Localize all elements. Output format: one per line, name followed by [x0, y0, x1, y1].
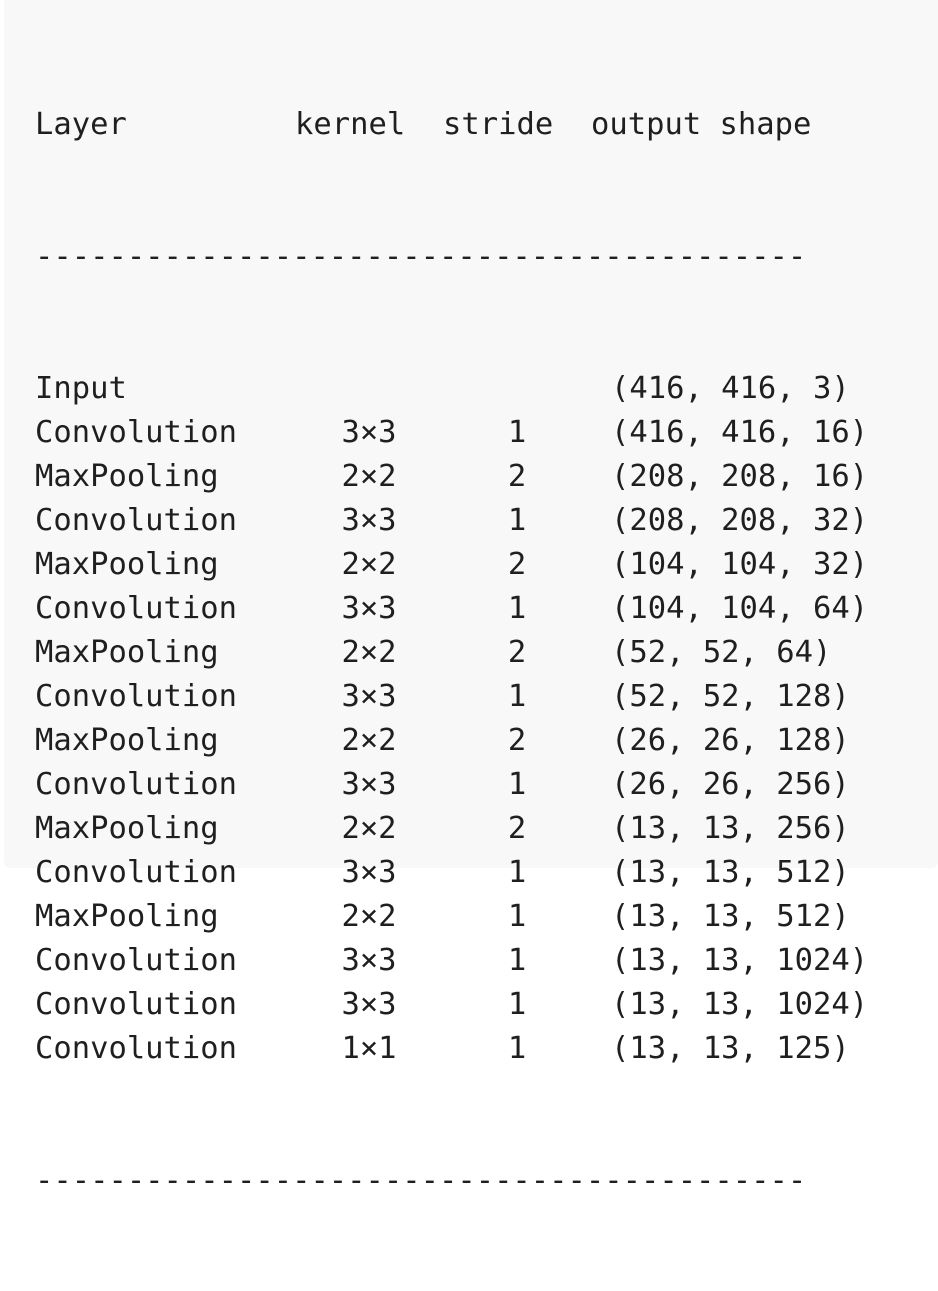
row-output-shape: (208, 208, 16): [611, 459, 869, 494]
row-kernel: 2×2: [341, 723, 397, 758]
row-output-shape: (26, 26, 256): [611, 767, 850, 802]
row-stride: 1: [507, 591, 527, 626]
row-stride: 1: [507, 767, 527, 802]
layer-table: Layer kernel stride output shape ----------…: [35, 15, 868, 1291]
top-divider: ----------------------------------------…: [35, 239, 807, 274]
table-row: Convolution 3×3 1 (104, 104, 64): [35, 587, 868, 631]
table-row: Convolution 3×3 1 (13, 13, 1024): [35, 983, 868, 1027]
row-kernel: 2×2: [341, 899, 397, 934]
row-stride: 1: [507, 943, 527, 978]
bottom-divider: ----------------------------------------…: [35, 1163, 807, 1198]
row-kernel: 1×1: [341, 1031, 397, 1066]
row-output-shape: (52, 52, 64): [611, 635, 832, 670]
row-layer: MaxPooling: [35, 899, 219, 934]
row-layer: Convolution: [35, 987, 237, 1022]
row-kernel: 3×3: [341, 591, 397, 626]
row-stride: 1: [507, 1031, 527, 1066]
header-stride: stride: [443, 107, 554, 142]
table-row: MaxPooling 2×2 2 (13, 13, 256): [35, 807, 868, 851]
table-row: Convolution 3×3 1 (26, 26, 256): [35, 763, 868, 807]
header-kernel: kernel: [295, 107, 406, 142]
header-layer: Layer: [35, 107, 127, 142]
table-row: MaxPooling 2×2 2 (52, 52, 64): [35, 631, 868, 675]
row-layer: Convolution: [35, 1031, 237, 1066]
row-kernel: 2×2: [341, 811, 397, 846]
row-stride: 1: [507, 679, 527, 714]
row-layer: MaxPooling: [35, 635, 219, 670]
row-layer: MaxPooling: [35, 811, 219, 846]
row-output-shape: (13, 13, 512): [611, 855, 850, 890]
row-kernel: 3×3: [341, 855, 397, 890]
row-layer: Convolution: [35, 591, 237, 626]
table-row: Convolution 3×3 1 (13, 13, 1024): [35, 939, 868, 983]
table-row: MaxPooling 2×2 1 (13, 13, 512): [35, 895, 868, 939]
table-row: MaxPooling 2×2 2 (26, 26, 128): [35, 719, 868, 763]
table-body: Input (416, 416, 3) Convolution 3×3 1 (416, 4…: [35, 367, 868, 1071]
row-stride: 2: [507, 635, 527, 670]
row-kernel: 3×3: [341, 767, 397, 802]
table-row: Convolution 3×3 1 (208, 208, 32): [35, 499, 868, 543]
row-layer: Convolution: [35, 679, 237, 714]
row-kernel: 3×3: [341, 503, 397, 538]
row-output-shape: (52, 52, 128): [611, 679, 850, 714]
row-output-shape: (104, 104, 32): [611, 547, 869, 582]
row-stride: 1: [507, 899, 527, 934]
row-output-shape: (13, 13, 512): [611, 899, 850, 934]
code-block: Layer kernel stride output shape ----------…: [4, 0, 938, 1198]
row-kernel: 2×2: [341, 547, 397, 582]
table-row: MaxPooling 2×2 2 (104, 104, 32): [35, 543, 868, 587]
row-stride: 2: [507, 811, 527, 846]
row-stride: 2: [507, 547, 527, 582]
row-kernel: 3×3: [341, 943, 397, 978]
row-output-shape: (26, 26, 128): [611, 723, 850, 758]
row-stride: 1: [507, 855, 527, 890]
row-layer: MaxPooling: [35, 547, 219, 582]
table-row: Convolution 1×1 1 (13, 13, 125): [35, 1027, 868, 1071]
row-kernel: 3×3: [341, 415, 397, 450]
table-header: Layer kernel stride output shape: [35, 103, 868, 147]
row-kernel: 2×2: [341, 459, 397, 494]
row-output-shape: (208, 208, 32): [611, 503, 869, 538]
row-stride: 1: [507, 415, 527, 450]
row-layer: Input: [35, 371, 127, 406]
row-output-shape: (13, 13, 1024): [611, 943, 869, 978]
row-stride: 2: [507, 723, 527, 758]
header-output-shape: output shape: [591, 107, 812, 142]
row-stride: 1: [507, 503, 527, 538]
row-output-shape: (416, 416, 3): [611, 371, 850, 406]
row-output-shape: (416, 416, 16): [611, 415, 869, 450]
row-layer: Convolution: [35, 855, 237, 890]
row-kernel: 3×3: [341, 987, 397, 1022]
row-layer: Convolution: [35, 767, 237, 802]
table-row: Convolution 3×3 1 (52, 52, 128): [35, 675, 868, 719]
table-row: Convolution 3×3 1 (416, 416, 16): [35, 411, 868, 455]
row-kernel: 2×2: [341, 635, 397, 670]
table-row: MaxPooling 2×2 2 (208, 208, 16): [35, 455, 868, 499]
row-layer: Convolution: [35, 943, 237, 978]
row-output-shape: (13, 13, 125): [611, 1031, 850, 1066]
row-layer: Convolution: [35, 415, 237, 450]
row-output-shape: (13, 13, 1024): [611, 987, 869, 1022]
row-output-shape: (13, 13, 256): [611, 811, 850, 846]
table-row: Convolution 3×3 1 (13, 13, 512): [35, 851, 868, 895]
row-stride: 2: [507, 459, 527, 494]
row-layer: MaxPooling: [35, 723, 219, 758]
row-layer: MaxPooling: [35, 459, 219, 494]
row-output-shape: (104, 104, 64): [611, 591, 869, 626]
row-layer: Convolution: [35, 503, 237, 538]
row-stride: 1: [507, 987, 527, 1022]
table-row: Input (416, 416, 3): [35, 367, 868, 411]
row-kernel: 3×3: [341, 679, 397, 714]
